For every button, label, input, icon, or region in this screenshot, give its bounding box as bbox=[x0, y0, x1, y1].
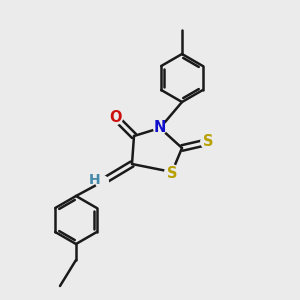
Circle shape bbox=[110, 112, 122, 124]
Circle shape bbox=[201, 135, 215, 149]
Text: O: O bbox=[110, 110, 122, 125]
Circle shape bbox=[165, 165, 179, 179]
Circle shape bbox=[96, 176, 108, 188]
Text: H: H bbox=[89, 173, 100, 187]
Text: S: S bbox=[203, 134, 213, 149]
Text: N: N bbox=[154, 121, 166, 136]
Circle shape bbox=[154, 122, 166, 134]
Text: S: S bbox=[167, 167, 177, 182]
